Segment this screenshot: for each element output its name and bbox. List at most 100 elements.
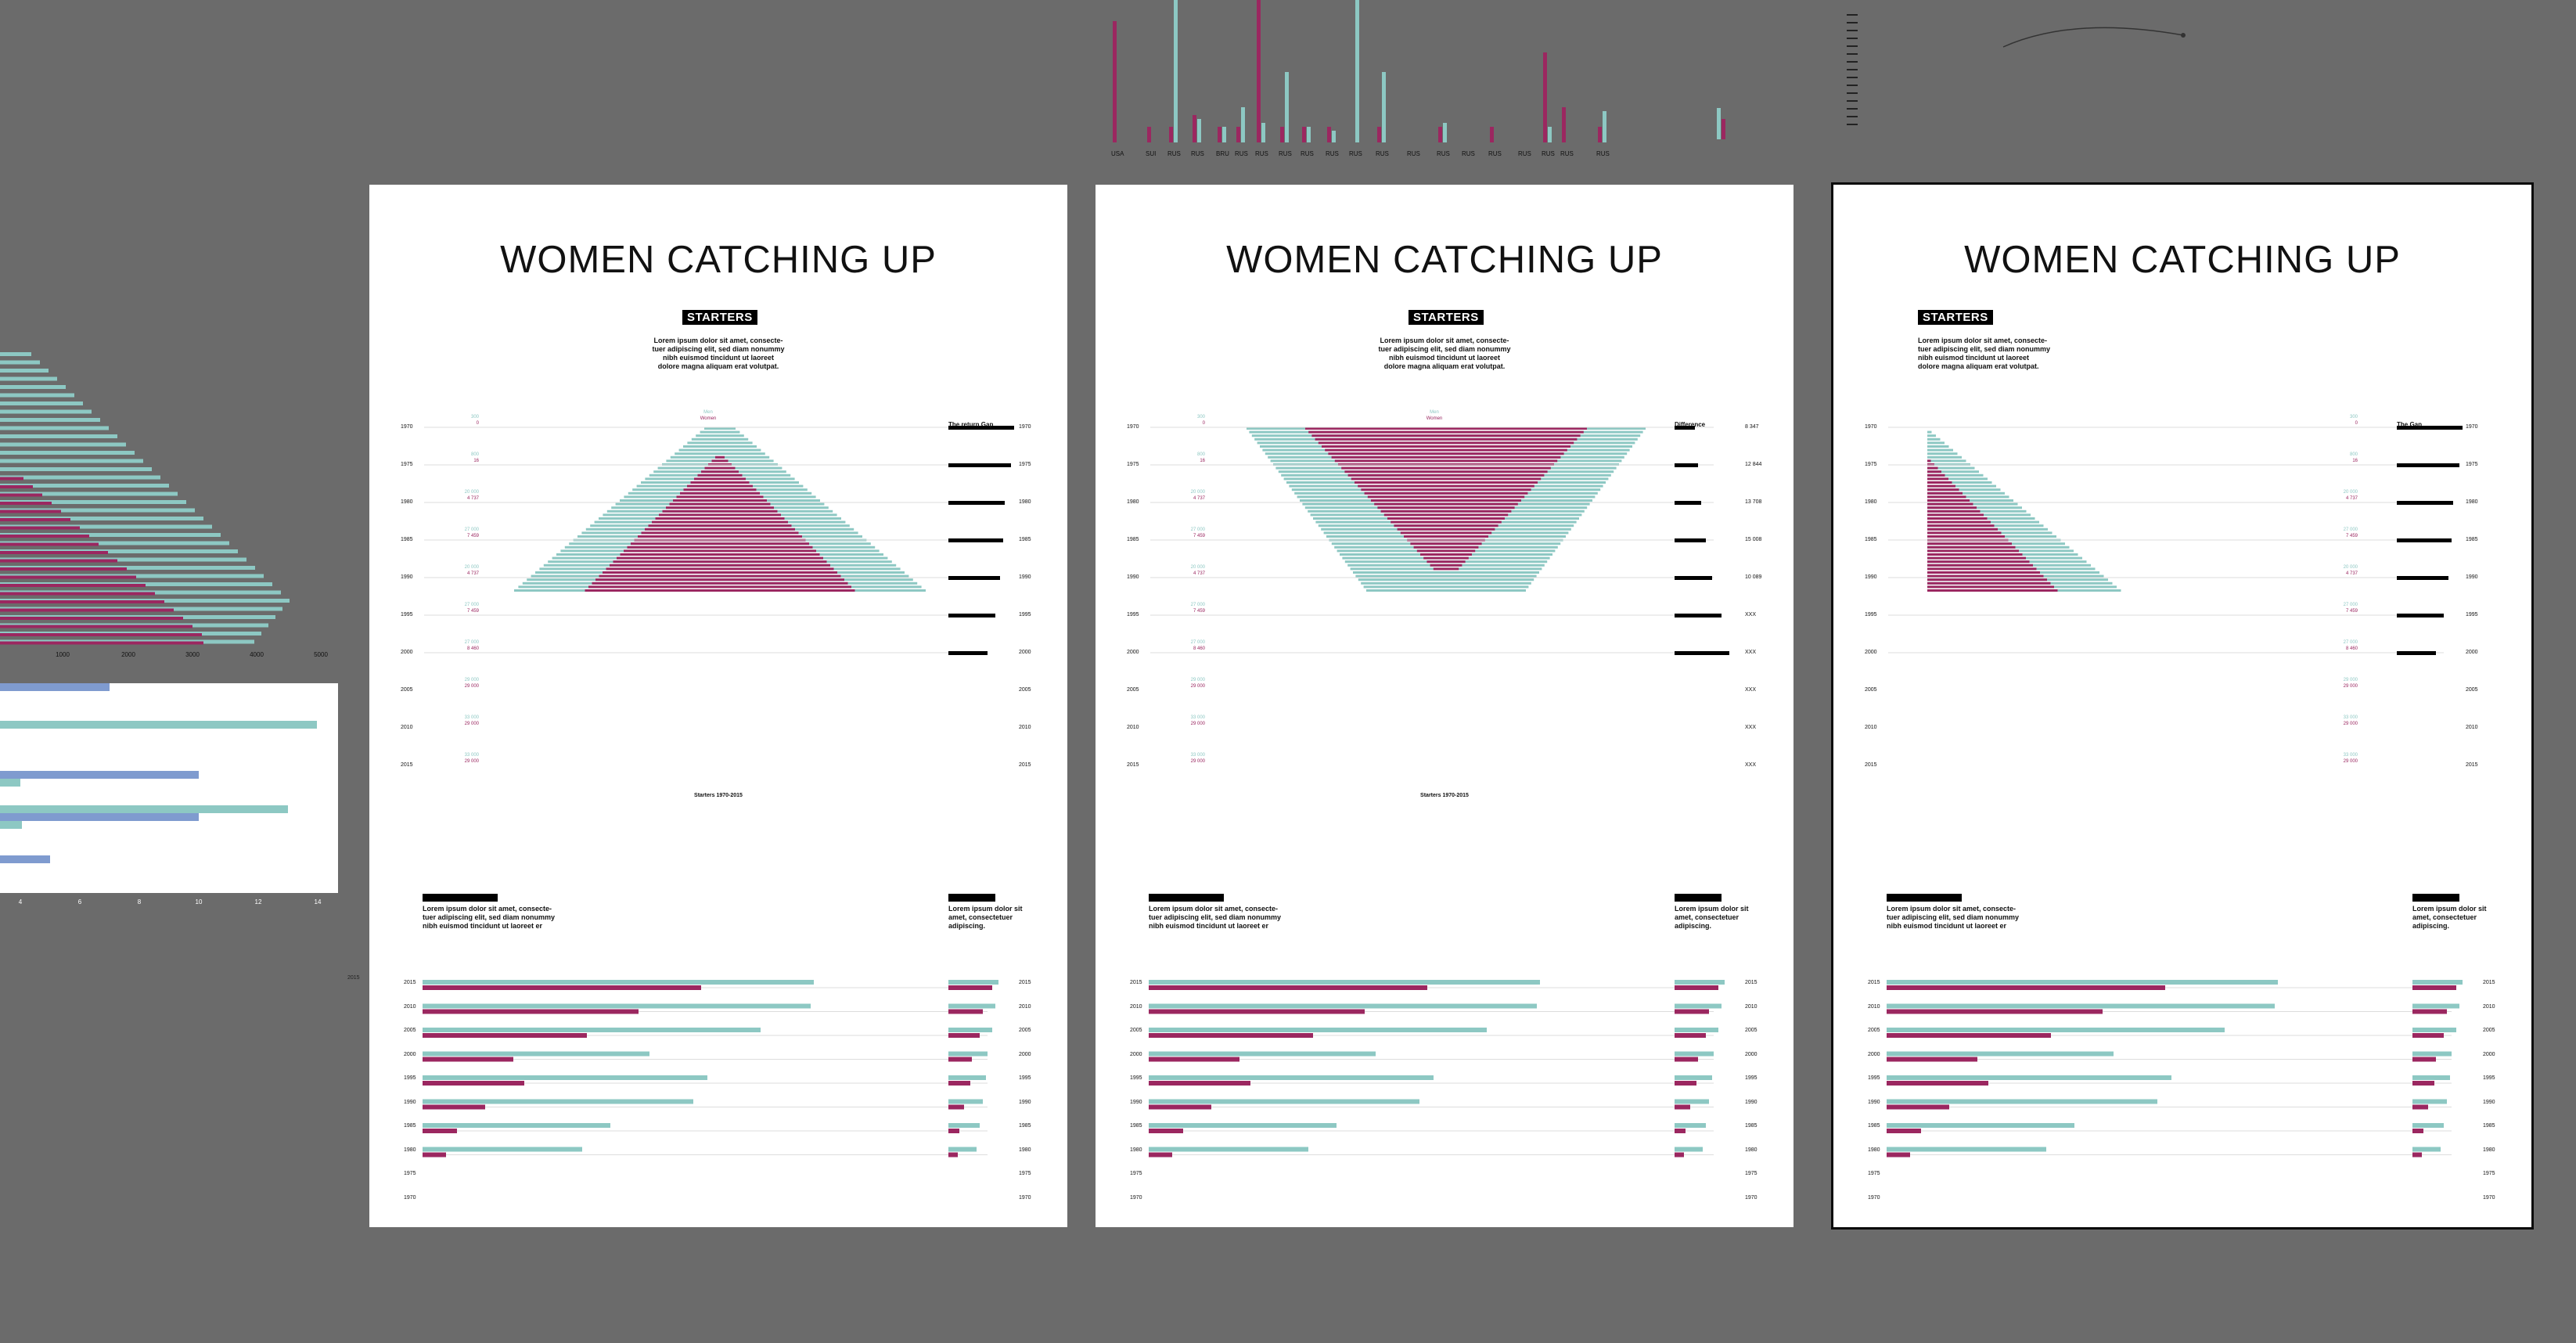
side-year-label: 2010 <box>1019 1003 1031 1010</box>
men-value: 800 <box>470 452 479 457</box>
side-bar-men <box>1675 1051 1714 1057</box>
bar-women <box>1927 535 2005 538</box>
country-label: RUS <box>1279 150 1292 157</box>
column-bar-men <box>1443 123 1447 142</box>
pyramid-bar-women <box>1347 473 1545 477</box>
men-value: 33 000 <box>1190 715 1205 720</box>
artboard-2[interactable]: WOMEN CATCHING UP STARTERS Lorem ipsum dol… <box>1096 185 1793 1227</box>
chart-title: WOMEN CATCHING UP <box>1226 239 1663 281</box>
bar-women <box>1927 459 1931 463</box>
column-bar-men <box>1241 107 1245 142</box>
women-value: 29 000 <box>1190 759 1205 764</box>
women-value: 7 459 <box>466 534 479 538</box>
column-bar-men <box>1261 123 1265 142</box>
women-value: 7 459 <box>466 609 479 614</box>
gap-bar <box>948 576 1000 580</box>
bottom-year-label: 2015 <box>1868 980 1880 985</box>
bottom-bar-men <box>423 1147 582 1152</box>
side-bar-men <box>1675 1003 1722 1009</box>
pyramid-bar-women <box>610 563 830 567</box>
column-bar-women <box>1722 119 1725 139</box>
bar-women <box>1927 556 2026 560</box>
top-right-line-chart <box>1847 14 2186 125</box>
gap-bar <box>1675 651 1729 655</box>
section-marker <box>2412 894 2459 902</box>
gap-bar <box>948 538 1003 542</box>
left-axis-tick: 4000 <box>250 651 264 658</box>
pyramid-bar-men <box>678 448 761 452</box>
pyramid-bar-men <box>700 430 740 434</box>
artboard-3[interactable]: WOMEN CATCHING UP STARTERS Lorem ipsum dol… <box>1831 182 2534 1230</box>
bottom-year-label: 2015 <box>404 980 416 985</box>
pyramid-bar-women <box>1433 567 1459 571</box>
left-white-panel[interactable] <box>0 683 338 893</box>
gap-bar <box>1675 538 1706 542</box>
pyramid-bar-men <box>0 434 117 438</box>
bottom-year-label: 1995 <box>404 1075 416 1081</box>
pyramid-bar-women <box>0 485 33 488</box>
bar-women <box>1927 491 1963 495</box>
side-bar-men <box>2412 1003 2459 1009</box>
country-label: RUS <box>1437 150 1450 157</box>
row-year-label: 2000 <box>401 650 413 655</box>
pyramid-bar-men <box>0 500 186 504</box>
pyramid-bar-men <box>696 434 744 437</box>
section-tag: STARTERS <box>1918 310 1993 325</box>
side-bar-men <box>948 1003 995 1009</box>
bottom-side-text: Lorem ipsum dolor sit amet, consectetuer… <box>948 905 1023 930</box>
column-bar-women <box>1113 21 1117 142</box>
women-value: 4 737 <box>2345 496 2358 501</box>
bottom-bar-women <box>423 1033 587 1038</box>
row-year-label: 1970 <box>1865 424 1877 430</box>
men-value: 33 000 <box>2343 715 2358 720</box>
panel-tick: 10 <box>195 898 203 906</box>
pyramid-bar-women <box>1397 527 1495 531</box>
side-bar-women <box>948 985 992 990</box>
bottom-bar-women <box>1887 985 2165 990</box>
row-year-label: 1990 <box>1865 574 1877 580</box>
men-value: 29 000 <box>1190 678 1205 682</box>
row-year-label: 1970 <box>401 424 413 430</box>
pyramid-bar-women <box>1400 531 1492 535</box>
women-value: 29 000 <box>464 722 479 726</box>
bar-men <box>1927 430 1932 434</box>
bar-women <box>1927 473 1945 477</box>
men-value: 20 000 <box>464 565 479 570</box>
bottom-bar-women <box>1149 1129 1183 1133</box>
bottom-bar-men <box>1149 1028 1487 1032</box>
pyramid-bar-women <box>631 542 809 545</box>
column-bar-men <box>1603 111 1606 142</box>
pyramid-bar-men <box>0 451 135 455</box>
column-bar-women <box>1257 0 1261 142</box>
pyramid-bar-women <box>617 556 823 560</box>
pyramid-bar-men <box>0 475 160 480</box>
pyramid-bar-men <box>0 549 238 553</box>
bottom-year-label: 1980 <box>1130 1147 1142 1153</box>
pyramid-bar-men <box>1366 589 1526 592</box>
chart-footer: Starters 1970-2015 <box>1420 793 1469 798</box>
gap-bar <box>1675 463 1698 467</box>
column-bar-women <box>1218 127 1221 142</box>
women-value: 7 459 <box>2345 609 2358 614</box>
side-year-label: 1995 <box>1745 1075 1758 1081</box>
bar-women <box>1927 495 1966 499</box>
pyramid-bar-women <box>1387 517 1505 520</box>
panel-bar <box>0 821 22 829</box>
women-value: 8 460 <box>466 646 479 651</box>
pyramid-bar-women <box>1410 542 1482 545</box>
bottom-bar-men <box>1887 1123 2074 1128</box>
starters-chart <box>424 426 1014 655</box>
pyramid-bar-women <box>694 477 746 481</box>
bottom-bar-women <box>1887 1104 1949 1110</box>
pyramid-bar-women <box>711 459 729 463</box>
men-value: 27 000 <box>1190 603 1205 607</box>
bar-women <box>1927 545 2016 549</box>
bar-women <box>1927 481 1952 484</box>
column-bar-men <box>1174 0 1178 142</box>
bottom-bar-women <box>1149 1104 1211 1110</box>
left-pyramid-axis: 1000 2000 3000 4000 5000 <box>0 651 344 661</box>
bottom-year-label: 1970 <box>404 1194 416 1201</box>
bottom-intro-text: Lorem ipsum dolor sit amet, consecte- tu… <box>1149 905 1282 930</box>
chart-title: WOMEN CATCHING UP <box>500 239 937 281</box>
artboard-1[interactable]: WOMEN CATCHING UP STARTERS Lorem ipsum dol… <box>369 185 1067 1227</box>
